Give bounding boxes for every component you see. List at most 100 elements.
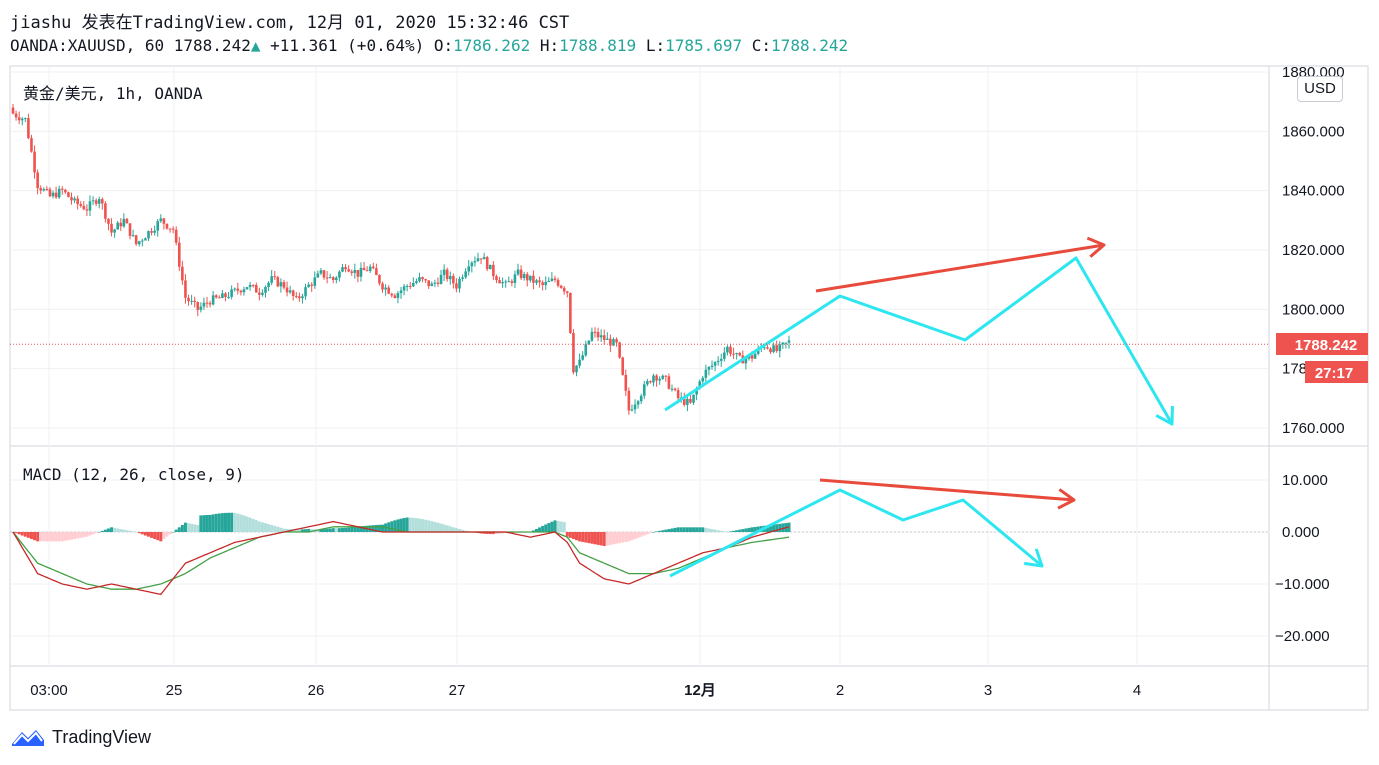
candle	[331, 276, 335, 284]
candle-body	[356, 269, 360, 277]
candle-body	[313, 277, 317, 286]
histogram-bar	[414, 518, 418, 532]
histogram-bar	[377, 524, 381, 532]
candle	[381, 281, 384, 293]
candle	[48, 187, 52, 198]
candle	[91, 196, 95, 205]
candle-body	[251, 284, 255, 286]
candle	[584, 340, 588, 357]
histogram-bar	[353, 527, 357, 532]
candle-body	[110, 223, 113, 233]
candle	[174, 226, 178, 246]
chart-frame	[9, 65, 1369, 711]
high-value: 1788.819	[559, 36, 637, 55]
candle-body	[510, 281, 514, 283]
candle	[307, 282, 310, 288]
histogram-bar	[442, 524, 446, 532]
candle	[45, 186, 49, 191]
candle-body	[495, 276, 498, 281]
candle-body	[547, 280, 551, 282]
candle	[196, 301, 200, 317]
candle	[581, 351, 584, 361]
candle-body	[408, 285, 412, 287]
candle	[73, 196, 76, 204]
candle-body	[553, 278, 557, 280]
histogram-bar	[230, 512, 234, 532]
candle-body	[529, 275, 532, 281]
drawing-annotations[interactable]	[664, 236, 1174, 578]
candle	[726, 345, 729, 356]
price-pane-title: 黄金/美元, 1h, OANDA	[23, 84, 203, 103]
candle	[772, 342, 775, 354]
candle	[267, 281, 270, 292]
candle	[541, 280, 544, 291]
candle-body	[655, 375, 658, 381]
candle	[230, 285, 233, 300]
footer-brand[interactable]: TradingView	[10, 726, 151, 748]
candle-body	[261, 292, 264, 295]
candle-body	[73, 198, 76, 201]
candle	[159, 214, 163, 223]
candle-body	[20, 118, 24, 121]
candle-body	[184, 280, 187, 298]
candle	[713, 360, 717, 372]
histogram-bar	[257, 521, 261, 532]
histogram-bar	[82, 532, 86, 538]
candle	[667, 373, 671, 390]
histogram-bar	[411, 517, 415, 532]
candle	[11, 103, 15, 115]
candle-body	[781, 342, 785, 345]
candle-body	[187, 297, 190, 302]
candle-body	[692, 394, 695, 403]
histogram-bar	[571, 532, 575, 540]
candle-body	[565, 291, 569, 293]
time-axis-ticks: 03:00 25 26 27 12月 2 3 4	[30, 682, 1141, 699]
candle-body	[689, 398, 692, 403]
candle-body	[673, 388, 677, 391]
histogram-bar	[485, 532, 489, 534]
candle-body	[396, 293, 400, 298]
open-value: 1786.262	[453, 36, 531, 55]
candle-body	[24, 118, 27, 120]
histogram-bar	[421, 519, 425, 532]
candle-body	[267, 282, 270, 287]
candle	[602, 329, 606, 345]
candle-body	[602, 335, 606, 340]
histogram-bar	[137, 532, 141, 534]
candle	[716, 356, 720, 366]
candle	[24, 117, 27, 123]
histogram-bar	[417, 518, 421, 532]
candle-body	[239, 290, 243, 293]
candle-body	[713, 362, 717, 366]
histogram-bar	[565, 532, 569, 537]
candle-body	[621, 357, 625, 375]
symbol-name[interactable]: OANDA:XAUUSD, 60	[10, 36, 165, 55]
histogram-bar	[110, 527, 114, 532]
histogram-bar	[578, 532, 582, 542]
candle-body	[436, 282, 440, 284]
candle	[655, 374, 658, 387]
histogram-bar	[322, 529, 326, 532]
histogram-bar	[344, 527, 348, 532]
histogram-bar	[70, 532, 74, 540]
candle-body	[596, 331, 600, 338]
currency-badge[interactable]: USD	[1297, 76, 1343, 102]
histogram-bar	[482, 532, 486, 534]
candle-body	[624, 374, 628, 391]
time-tick-label: 25	[166, 682, 183, 699]
histogram-bar	[590, 532, 594, 544]
candle	[295, 291, 298, 299]
candle	[387, 285, 390, 295]
histogram-bar	[701, 527, 705, 532]
histogram-bar	[196, 524, 200, 532]
candle	[393, 293, 397, 299]
candle-body	[381, 283, 384, 290]
candle-body	[498, 280, 501, 284]
candle	[424, 278, 427, 283]
candle-body	[122, 218, 126, 227]
candle	[384, 284, 387, 296]
candle-body	[424, 279, 427, 281]
candle	[208, 300, 212, 308]
candle-body	[695, 388, 698, 395]
